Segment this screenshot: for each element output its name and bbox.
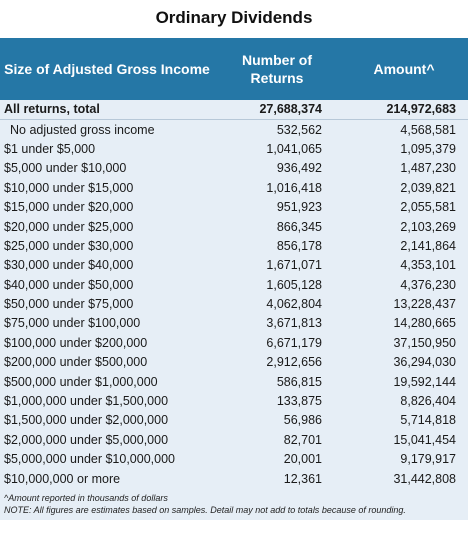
- row-amount: 2,039,821: [400, 180, 456, 195]
- row-label: $100,000 under $200,000: [4, 335, 148, 350]
- row-amount: 4,568,581: [400, 122, 456, 137]
- table-row: $100,000 under $200,000 6,671,179 37,150,9…: [0, 333, 468, 354]
- row-returns: 133,875: [276, 394, 322, 409]
- row-returns: 20,001: [283, 452, 322, 467]
- row-amount: 1,095,379: [400, 141, 456, 156]
- table-row: $75,000 under $100,000 3,671,813 14,280,66…: [0, 314, 468, 334]
- table-header: Size of Adjusted Gross Income Number of …: [0, 38, 468, 100]
- footnotes: ^Amount reported in thousands of dollars…: [0, 488, 468, 520]
- row-label: $40,000 under $50,000: [4, 277, 134, 292]
- total-returns: 27,688,374: [214, 100, 340, 121]
- row-label: $75,000 under $100,000: [4, 316, 141, 331]
- row-returns: 3,671,813: [266, 316, 322, 331]
- row-label: $10,000 under $15,000: [4, 180, 134, 195]
- table-body: All returns, total 27,688,374 214,972,68…: [0, 100, 468, 489]
- table-row-total: All returns, total 27,688,374 214,972,68…: [0, 100, 468, 121]
- row-returns: 4,062,804: [266, 297, 322, 312]
- table-row: $5,000 under $10,000 936,492 1,487,230: [0, 159, 468, 179]
- row-returns: 951,923: [276, 200, 322, 215]
- table-row: $15,000 under $20,000 951,923 2,055,581: [0, 197, 468, 218]
- table-row: $10,000,000 or more 12,361 31,442,808: [0, 469, 468, 489]
- row-returns: 2,912,656: [266, 355, 322, 370]
- row-amount: 14,280,665: [393, 316, 456, 331]
- table-row: $5,000,000 under $10,000,000 20,001 9,179,…: [0, 450, 468, 470]
- table-row: $2,000,000 under $5,000,000 82,701 15,041,…: [0, 430, 468, 451]
- table-row: $10,000 under $15,000 1,016,418 2,039,821: [0, 178, 468, 198]
- column-header-agi-size: Size of Adjusted Gross Income: [0, 38, 214, 100]
- row-label: $1 under $5,000: [4, 141, 96, 156]
- row-amount: 8,826,404: [400, 394, 456, 409]
- row-label: $10,000,000 or more: [4, 471, 121, 486]
- row-amount: 2,141,864: [400, 238, 456, 253]
- row-returns: 1,016,418: [266, 180, 322, 195]
- row-amount: 19,592,144: [393, 374, 456, 389]
- footnote-amount-units: ^Amount reported in thousands of dollars: [4, 492, 168, 503]
- table-row: $200,000 under $500,000 2,912,656 36,294,0…: [0, 353, 468, 373]
- row-label: $15,000 under $20,000: [4, 200, 134, 215]
- column-header-number-of-returns: Number of Returns: [214, 38, 340, 100]
- row-label: $200,000 under $500,000: [4, 355, 148, 370]
- row-label: $500,000 under $1,000,000: [4, 374, 158, 389]
- row-amount: 4,353,101: [400, 258, 456, 273]
- row-label: $25,000 under $30,000: [4, 238, 134, 253]
- row-amount: 37,150,950: [393, 335, 456, 350]
- column-header-amount: Amount^: [340, 38, 468, 100]
- row-amount: 2,103,269: [400, 219, 456, 234]
- table-row: $500,000 under $1,000,000 586,815 19,592,1…: [0, 372, 468, 392]
- row-returns: 586,815: [276, 374, 322, 389]
- table-row: No adjusted gross income 532,562 4,568,581: [0, 119, 468, 140]
- row-returns: 532,562: [276, 122, 322, 137]
- table-row: $50,000 under $75,000 4,062,804 13,228,437: [0, 294, 468, 315]
- row-returns: 12,361: [283, 471, 322, 486]
- row-label: $2,000,000 under $5,000,000: [4, 432, 169, 447]
- table-title: Ordinary Dividends: [155, 8, 313, 27]
- row-amount: 9,179,917: [400, 452, 456, 467]
- table-row: $1 under $5,000 1,041,065 1,095,379: [0, 139, 468, 160]
- row-amount: 13,228,437: [393, 297, 456, 312]
- table-row: $40,000 under $50,000 1,605,128 4,376,230: [0, 275, 468, 295]
- row-label: No adjusted gross income: [10, 122, 155, 137]
- table-row: $25,000 under $30,000 856,178 2,141,864: [0, 236, 468, 257]
- row-amount: 36,294,030: [393, 355, 456, 370]
- row-label: $5,000,000 under $10,000,000: [4, 452, 175, 467]
- table-row: $30,000 under $40,000 1,671,071 4,353,101: [0, 256, 468, 276]
- table-row: $1,500,000 under $2,000,000 56,986 5,714,8…: [0, 411, 468, 431]
- row-label: $30,000 under $40,000: [4, 258, 134, 273]
- total-label: All returns, total: [0, 100, 214, 121]
- row-amount: 15,041,454: [393, 432, 456, 447]
- table-row: $20,000 under $25,000 866,345 2,103,269: [0, 217, 468, 237]
- row-returns: 82,701: [283, 432, 322, 447]
- row-returns: 56,986: [283, 413, 322, 428]
- row-amount: 4,376,230: [400, 277, 456, 292]
- row-amount: 2,055,581: [400, 200, 456, 215]
- row-amount: 31,442,808: [393, 471, 456, 486]
- row-label: $50,000 under $75,000: [4, 297, 134, 312]
- row-returns: 6,671,179: [266, 335, 322, 350]
- row-amount: 1,487,230: [400, 161, 456, 176]
- row-amount: 5,714,818: [400, 413, 456, 428]
- row-label: $1,500,000 under $2,000,000: [4, 413, 169, 428]
- dividends-table: Size of Adjusted Gross Income Number of …: [0, 38, 468, 489]
- row-returns: 936,492: [276, 161, 322, 176]
- table-row: $1,000,000 under $1,500,000 133,875 8,826,…: [0, 391, 468, 412]
- row-label: $20,000 under $25,000: [4, 219, 134, 234]
- row-returns: 1,671,071: [266, 258, 322, 273]
- total-amount: 214,972,683: [340, 100, 468, 121]
- footnote-note: NOTE: All figures are estimates based on…: [4, 504, 406, 515]
- row-returns: 1,041,065: [266, 141, 322, 156]
- row-label: $1,000,000 under $1,500,000: [4, 394, 169, 409]
- row-returns: 866,345: [276, 219, 322, 234]
- row-returns: 1,605,128: [266, 277, 322, 292]
- row-returns: 856,178: [276, 238, 322, 253]
- row-label: $5,000 under $10,000: [4, 161, 127, 176]
